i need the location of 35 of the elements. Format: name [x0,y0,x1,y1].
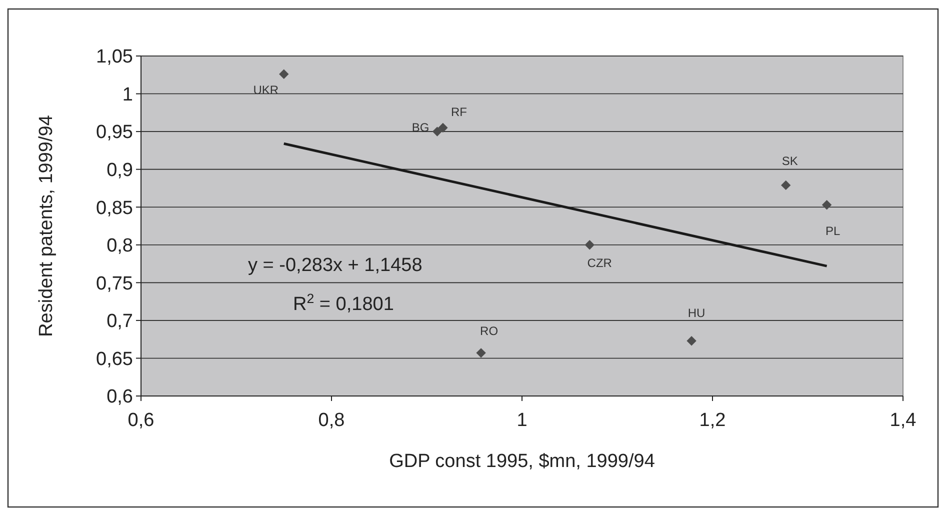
point [822,200,832,210]
x-tick-label: 1 [516,410,528,431]
annotation: R$^{2}$ = 0,1801 [293,290,394,315]
y-tick-label: 1 [122,84,133,106]
point [432,126,442,136]
y-axis-title: Resident patents, 1999/94 [36,114,57,337]
point [279,69,289,79]
data-label: PL [825,224,840,238]
y-tick-label: 0,6 [106,386,133,408]
x-tick-label: 1,4 [890,410,917,431]
point [584,240,594,250]
x-axis-title: GDP const 1995, $mn, 1999/94 [389,451,656,472]
point [780,180,791,190]
y-tick-label: 1,05 [96,46,133,68]
data-label: RF [450,104,467,119]
data-label: BG [412,120,430,135]
data-label: SK [782,154,798,168]
y-tick-label: 0,85 [96,198,133,219]
x-tick-label: 0,8 [318,410,345,431]
point [476,348,486,358]
data-label: UKR [253,83,279,98]
data-label: HU [688,306,706,320]
point [686,336,696,346]
y-tick-label: 0,75 [96,273,133,294]
y-tick-label: 0,7 [106,311,133,332]
y-tick-label: 0,9 [106,160,133,181]
y-tick-label: 0,8 [106,236,133,257]
y-tick-label: 0,65 [96,348,133,370]
x-tick-label: 0,6 [128,410,154,431]
data-label: CZR [587,256,612,270]
point [438,122,448,133]
y-tick-label: 0,95 [96,122,133,144]
annotation: y = -0,283x + 1,1458 [248,255,422,276]
data-label: RO [480,324,498,338]
x-tick-label: 1,2 [699,410,726,431]
